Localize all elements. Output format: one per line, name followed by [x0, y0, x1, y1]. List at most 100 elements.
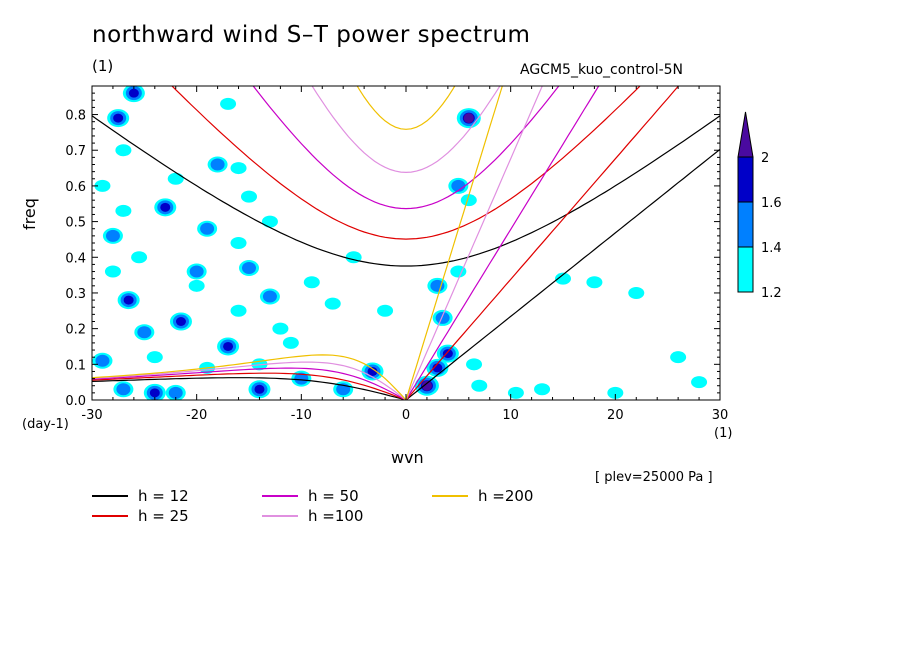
legend-label-h12: h = 12 [138, 487, 189, 505]
pressure-level-note: [ plev=25000 Pa ] [595, 470, 713, 485]
power-spot-mid [294, 372, 309, 385]
y-tick-label: 0.0 [65, 394, 86, 409]
x-axis-units: (1) [714, 426, 733, 441]
power-spot-core [123, 295, 134, 305]
power-spot-mid [95, 354, 110, 367]
power-spot-halo [377, 304, 394, 317]
power-spot-halo [146, 351, 163, 364]
power-spot-mid [116, 383, 131, 396]
x-tick-label: 0 [402, 408, 410, 423]
power-spot-core [113, 113, 124, 123]
colorbar-segment [737, 156, 754, 203]
power-spot-halo [94, 179, 111, 192]
y-tick-label: 0.6 [65, 180, 86, 195]
legend-swatch-h25 [92, 515, 128, 517]
title-units: (1) [92, 57, 114, 75]
dispersion-curve-h200 [92, 354, 407, 400]
dispersion-curve-h100 [311, 86, 501, 174]
power-spot-halo [466, 358, 483, 371]
colorbar-extend-arrow [737, 111, 754, 158]
chart-title: northward wind S–T power spectrum [92, 22, 531, 48]
run-name: AGCM5_kuo_control-5N [520, 62, 684, 78]
x-axis-label: wvn [391, 448, 424, 467]
power-spot-peak [463, 113, 474, 124]
legend-swatch-h200 [432, 495, 468, 497]
power-spot-peak [421, 380, 432, 391]
power-spot-mid [210, 158, 225, 171]
power-spot-core [432, 363, 443, 373]
dispersion-curve-h12 [405, 148, 720, 400]
power-spot-halo [507, 386, 524, 399]
colorbar-label: 1.6 [761, 196, 782, 211]
legend-swatch-h100 [262, 515, 298, 517]
legend-label-h100: h =100 [308, 507, 364, 525]
y-tick-label: 0.5 [65, 216, 86, 231]
power-spot-halo [471, 379, 488, 392]
power-spot-halo [586, 276, 603, 289]
colorbar-segment [737, 201, 754, 248]
power-spot-halo [670, 351, 687, 364]
colorbar-label: 1.4 [761, 241, 782, 256]
power-spot-mid [451, 179, 466, 192]
power-spot-halo [97, 59, 119, 77]
y-axis-units: (day-1) [22, 417, 69, 432]
dispersion-curve-h200 [356, 86, 456, 130]
colorbar-label: 1.2 [761, 286, 782, 301]
power-spot-halo [230, 237, 247, 249]
power-spot-mid [137, 326, 152, 339]
y-tick-label: 0.3 [65, 287, 86, 302]
dispersion-curve-h100 [92, 361, 407, 400]
power-spot-mid [168, 386, 183, 399]
legend-item-h100: h =100 [262, 506, 363, 526]
power-spot-mid [242, 261, 256, 274]
legend-label-h25: h = 25 [138, 507, 189, 525]
x-tick-label: -30 [81, 408, 102, 423]
y-tick-label: 0.8 [65, 109, 86, 124]
legend-item-h25: h = 25 [92, 506, 189, 526]
dispersion-curve-h50 [405, 86, 600, 400]
colorbar-segment [737, 246, 754, 293]
y-tick-label: 0.4 [65, 251, 86, 266]
power-spot-core [103, 64, 113, 73]
legend-swatch-h50 [262, 495, 298, 497]
power-spot-halo [167, 172, 184, 185]
power-spot-mid [200, 222, 215, 235]
power-spot-halo [241, 190, 257, 203]
power-spot-core [175, 317, 186, 326]
power-contours [92, 59, 708, 400]
dispersion-curve-h200 [405, 86, 503, 400]
power-spot-halo [282, 336, 299, 349]
power-spot-halo [460, 194, 477, 207]
legend-item-h12: h = 12 [92, 486, 189, 506]
power-spot-halo [188, 279, 205, 292]
x-tick-label: -10 [291, 408, 312, 423]
power-spot-mid [430, 279, 445, 292]
power-spot-mid [189, 265, 204, 278]
dispersion-curve-h25 [92, 372, 407, 400]
dispersion-curve-h12 [92, 115, 720, 267]
dispersion-curve-h25 [405, 86, 680, 400]
power-spot-halo [115, 144, 132, 157]
power-spot-halo [104, 265, 121, 278]
dispersion-curve-h50 [252, 86, 560, 210]
power-spot-core [128, 88, 139, 98]
power-spot-core [160, 202, 171, 212]
power-spot-halo [534, 383, 551, 396]
power-spot-halo [324, 297, 341, 310]
x-tick-label: 30 [712, 408, 729, 423]
power-spot-halo [450, 265, 467, 278]
x-tick-label: -20 [186, 408, 207, 423]
power-spot-mid [100, 61, 116, 75]
y-tick-label: 0.2 [65, 323, 86, 338]
legend-swatch-h12 [92, 495, 128, 497]
dispersion-curves [92, 86, 720, 400]
power-spot-halo [115, 204, 132, 217]
axes: -30 -20 -10 0 10 20 30 0.0 0.1 0.2 0.3 0.4 0.5 0.6 0.7… [65, 86, 728, 423]
x-tick-label: 20 [607, 408, 624, 423]
power-spot-halo [230, 162, 247, 175]
power-spot-mid [262, 290, 277, 303]
power-spot-halo [131, 251, 148, 264]
colorbar: 1.2 1.4 1.6 2 [737, 111, 782, 301]
dispersion-curve-h12 [92, 377, 407, 400]
plot-frame [91, 85, 721, 401]
